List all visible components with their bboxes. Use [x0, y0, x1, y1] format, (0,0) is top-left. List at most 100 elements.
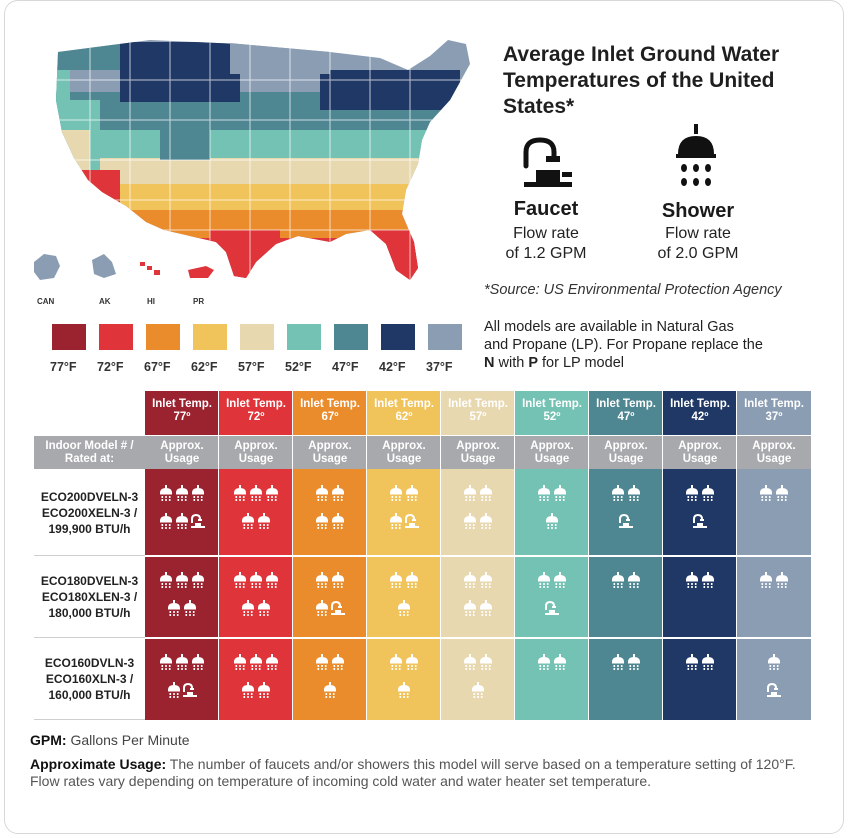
row-divider [145, 555, 811, 557]
temp-column-body [367, 469, 441, 720]
shower-icon [768, 654, 780, 670]
faucet-icon [405, 514, 419, 528]
temp-column-body [219, 469, 293, 720]
shower-icon [242, 600, 254, 616]
inlet-temp-value: 77º [173, 411, 191, 423]
puerto-rico-shape [188, 266, 214, 278]
inlet-temp-prefix: Inlet Temp. [152, 398, 212, 410]
shower-icon [176, 485, 188, 501]
inlet-temp-header-4 [367, 391, 441, 436]
shower-icon [538, 485, 550, 501]
legend-swatch [287, 324, 321, 350]
source-note: *Source: US Environmental Protection Age… [484, 282, 782, 298]
model-line3: 180,000 BTU/h [48, 606, 131, 620]
approx-usage-header [145, 436, 219, 469]
inlet-temp-header-5 [441, 391, 515, 436]
shower-icon [480, 572, 492, 588]
shower-icon [184, 600, 196, 616]
shower-icon [390, 654, 402, 670]
approx-line1: Approx. [752, 440, 796, 452]
shower-icon [242, 682, 254, 698]
approx-line2: Usage [386, 453, 422, 465]
approx-line2: Usage [164, 453, 200, 465]
shower-icon [316, 572, 328, 588]
temp-column-body [589, 469, 663, 720]
shower-name: Shower [661, 200, 735, 222]
shower-icon [324, 682, 336, 698]
legend-label: 62°F [191, 360, 218, 374]
shower-icon [554, 485, 566, 501]
approx-line1: Approx. [456, 440, 500, 452]
approx-line1: Approx. [308, 440, 352, 452]
approx-usage-header [367, 436, 441, 469]
shower-icon [332, 572, 344, 588]
inlet-temp-prefix: Inlet Temp. [448, 398, 508, 410]
legend-label: 57°F [238, 360, 265, 374]
model-line2: ECO200XELN-3 / [41, 505, 138, 520]
legend-label: 52°F [285, 360, 312, 374]
column-divider [218, 391, 219, 720]
shower-icon [686, 654, 698, 670]
approx-line2: Usage [608, 453, 644, 465]
legend-swatch [381, 324, 415, 350]
shower-icon [464, 485, 476, 501]
shower-icon [406, 572, 418, 588]
column-divider [588, 391, 589, 720]
gpm-note: GPM: Gallons Per Minute [30, 732, 190, 748]
legend-label: 37°F [426, 360, 453, 374]
model-line1: ECO200DVELN-3 [40, 489, 139, 504]
shower-icon [258, 513, 270, 529]
inlet-temp-prefix: Inlet Temp. [670, 398, 730, 410]
approx-line1: Approx. [382, 440, 426, 452]
shower-icon [538, 572, 550, 588]
shower-icon [168, 682, 180, 698]
models-note-line1: All models are available in Natural Gas [484, 319, 734, 335]
shower-icon [628, 654, 640, 670]
legend-swatch [52, 324, 86, 350]
shower-icon [686, 572, 698, 588]
approx-line2: Usage [682, 453, 718, 465]
legend-swatch [428, 324, 462, 350]
approx-line1: Approx. [234, 440, 278, 452]
shower-icon [480, 513, 492, 529]
model-cell [34, 556, 145, 638]
shower-icon [612, 572, 624, 588]
territory-label-pr: PR [193, 297, 205, 306]
shower-icon [776, 485, 788, 501]
model-line3: 160,000 BTU/h [48, 688, 131, 702]
shower-icon [160, 654, 172, 670]
faucet-icon [331, 601, 345, 615]
models-note: All models are available in Natural Gas … [484, 318, 824, 372]
inlet-temp-prefix: Inlet Temp. [522, 398, 582, 410]
shower-icon [702, 654, 714, 670]
temp-column-body [441, 469, 515, 720]
shower-icon [266, 572, 278, 588]
shower-icon [554, 572, 566, 588]
inlet-temp-header-1 [145, 391, 219, 436]
shower-icon [242, 513, 254, 529]
faucet-icon [619, 514, 633, 528]
shower-rate-line1: Flow rate [665, 225, 731, 242]
canada-shape [34, 254, 60, 280]
inlet-temp-header-6 [515, 391, 589, 436]
shower-icon [406, 485, 418, 501]
models-note-line2: and Propane (LP). For Propane replace th… [484, 337, 763, 353]
shower-icon [234, 654, 246, 670]
model-line3: 199,900 BTU/h [48, 521, 131, 536]
shower-icon [316, 600, 328, 616]
model-line1: ECO160DVLN-3 [44, 656, 135, 670]
model-header-line1: Indoor Model # / [45, 440, 134, 452]
shower-icon [612, 654, 624, 670]
legend-swatch [99, 324, 133, 350]
legend-swatch [240, 324, 274, 350]
models-note-p: P [528, 355, 538, 371]
inlet-temp-value: 57º [469, 411, 487, 423]
inlet-temp-value: 37º [765, 411, 783, 423]
shower-icon [160, 572, 172, 588]
models-note-n: N [484, 355, 495, 371]
shower-icon [390, 513, 402, 529]
approx-usage-header [737, 436, 811, 469]
us-temperature-map [34, 40, 470, 280]
shower-icon [464, 513, 476, 529]
temp-column-body [515, 469, 589, 720]
